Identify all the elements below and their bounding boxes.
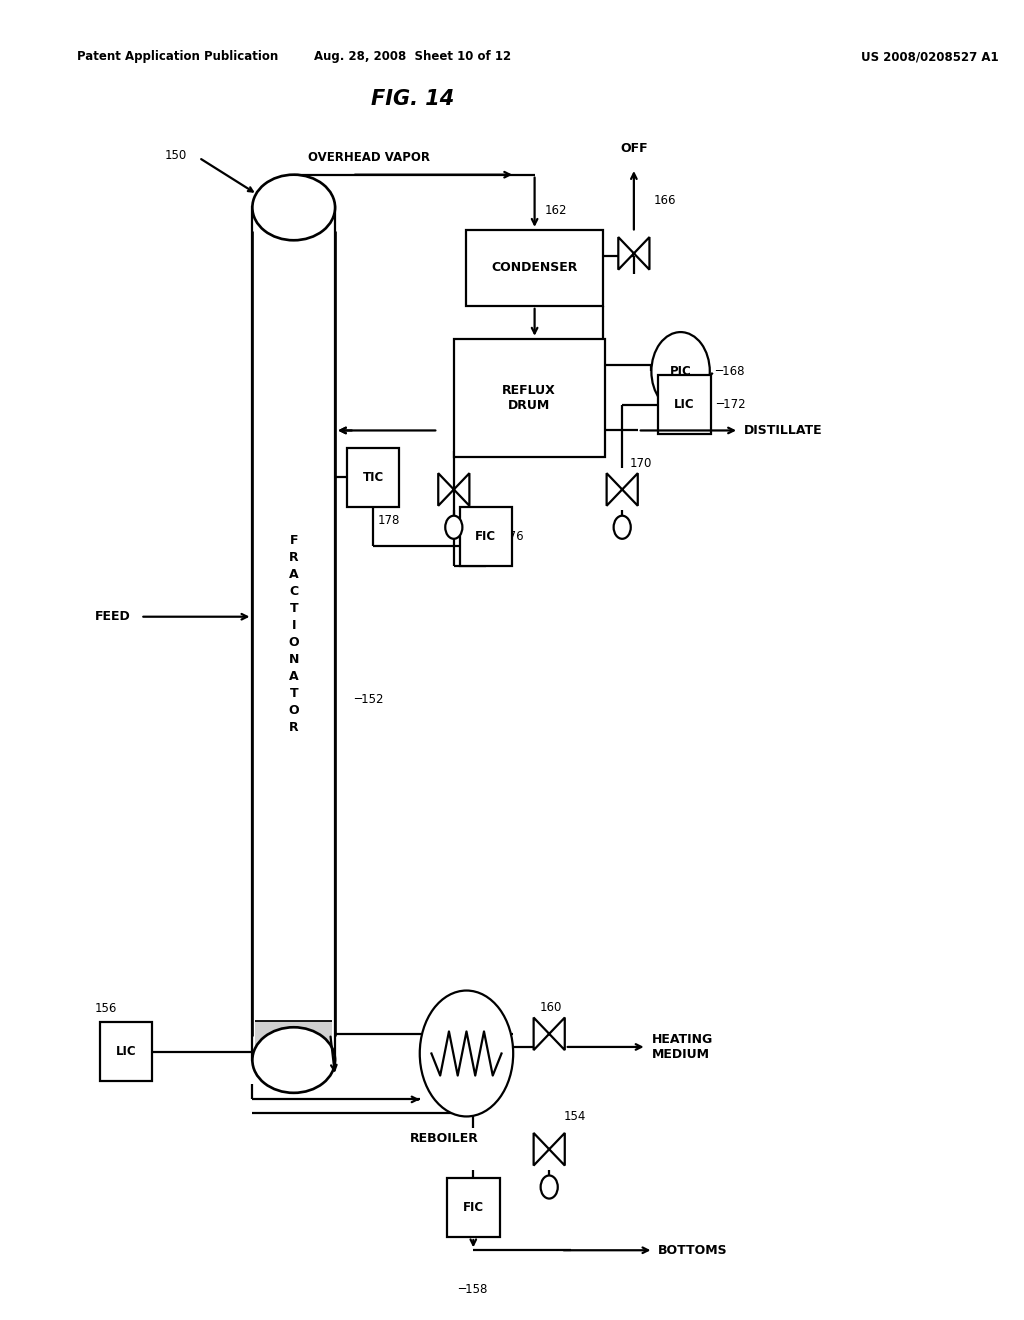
- Bar: [347, 447, 399, 507]
- Text: 160: 160: [540, 1001, 562, 1014]
- Ellipse shape: [252, 174, 335, 240]
- Text: HEATING
MEDIUM: HEATING MEDIUM: [651, 1034, 713, 1061]
- Text: FIC: FIC: [463, 1201, 484, 1214]
- Circle shape: [445, 516, 463, 539]
- Circle shape: [420, 990, 513, 1117]
- Bar: [99, 1022, 153, 1081]
- Bar: [460, 507, 512, 565]
- Text: 164: 164: [473, 404, 496, 417]
- Text: 162: 162: [545, 203, 567, 216]
- Text: OVERHEAD VAPOR: OVERHEAD VAPOR: [308, 152, 430, 164]
- Text: ─168: ─168: [715, 364, 744, 378]
- Text: ─152: ─152: [354, 693, 384, 706]
- Bar: [447, 1179, 500, 1237]
- Text: ─158: ─158: [459, 1283, 488, 1296]
- Bar: [467, 230, 603, 306]
- Bar: [658, 375, 711, 434]
- Text: US 2008/0208527 A1: US 2008/0208527 A1: [860, 50, 998, 63]
- Text: 166: 166: [653, 194, 676, 207]
- Bar: [454, 339, 605, 457]
- Text: CONDENSER: CONDENSER: [492, 261, 578, 275]
- Text: 178: 178: [378, 513, 400, 527]
- Text: FIG. 14: FIG. 14: [372, 90, 455, 110]
- Polygon shape: [606, 473, 638, 506]
- Text: FIC: FIC: [475, 529, 497, 543]
- Text: 154: 154: [564, 1110, 586, 1123]
- Text: BOTTOMS: BOTTOMS: [658, 1243, 728, 1257]
- Circle shape: [613, 516, 631, 539]
- Polygon shape: [618, 238, 649, 269]
- Circle shape: [541, 1176, 558, 1199]
- Text: F
R
A
C
T
I
O
N
A
T
O
R: F R A C T I O N A T O R: [289, 533, 299, 734]
- Text: DISTILLATE: DISTILLATE: [743, 424, 822, 437]
- Text: ─172: ─172: [716, 399, 745, 412]
- Text: LIC: LIC: [116, 1045, 136, 1059]
- Bar: [252, 207, 335, 1060]
- Text: ─176: ─176: [494, 529, 523, 543]
- Text: 156: 156: [94, 1002, 117, 1015]
- Polygon shape: [438, 473, 469, 506]
- Polygon shape: [534, 1018, 565, 1051]
- Bar: [255, 1020, 332, 1071]
- Ellipse shape: [252, 1027, 335, 1093]
- Text: 150: 150: [165, 149, 187, 161]
- Text: PIC: PIC: [670, 364, 691, 378]
- Polygon shape: [534, 1133, 565, 1166]
- Text: LIC: LIC: [674, 399, 695, 412]
- Circle shape: [651, 333, 710, 411]
- Text: OFF: OFF: [621, 143, 648, 154]
- Text: REFLUX
DRUM: REFLUX DRUM: [503, 384, 556, 412]
- Text: FEED: FEED: [95, 610, 131, 623]
- Text: 174: 174: [459, 404, 481, 417]
- Text: Patent Application Publication: Patent Application Publication: [77, 50, 279, 63]
- Text: TIC: TIC: [362, 470, 384, 483]
- Text: 170: 170: [630, 457, 652, 470]
- Text: Aug. 28, 2008  Sheet 10 of 12: Aug. 28, 2008 Sheet 10 of 12: [314, 50, 512, 63]
- Text: REBOILER: REBOILER: [410, 1133, 479, 1146]
